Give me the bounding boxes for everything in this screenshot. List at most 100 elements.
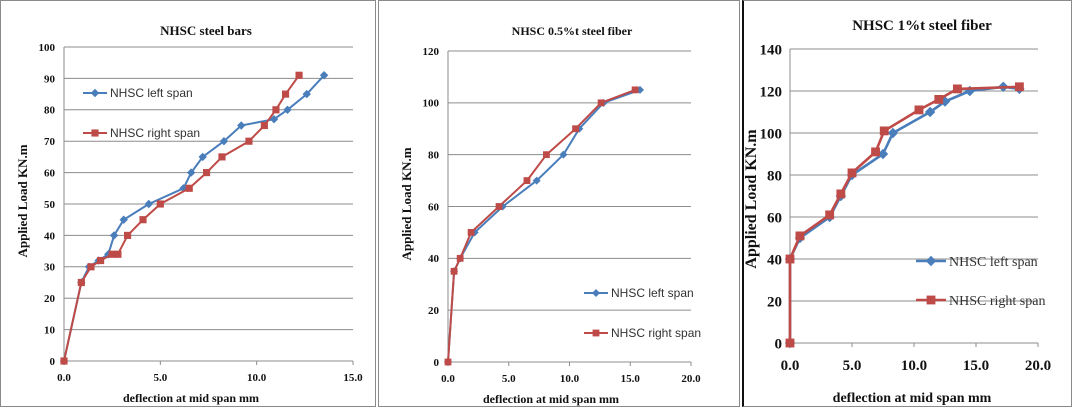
data-point-right-span [245,137,253,145]
data-point-left-span [532,176,541,185]
legend-label: NHSC left span [110,86,193,100]
y-tick-label: 60 [428,201,440,213]
y-tick-label: 20 [44,293,56,305]
data-point-right-span [952,84,962,94]
series-line-left-span [63,74,325,362]
data-point-right-span [203,169,211,177]
data-point-left-span [119,215,128,224]
y-tick-label: 50 [44,199,56,211]
y-axis-label: Applied Load KN.m [743,129,760,269]
legend-label: NHSC left span [949,255,1038,270]
y-tick-label: 0 [434,357,440,369]
data-point-right-span [295,71,303,79]
data-point-left-span [109,231,119,240]
legend-label: NHSC right span [949,294,1045,309]
data-point-right-span [543,151,550,159]
data-point-left-span [635,85,644,94]
y-tick-label: 120 [760,84,783,100]
data-point-left-span [198,152,207,162]
data-point-left-span [575,124,584,133]
data-point-right-span [523,177,531,184]
data-point-right-span [87,263,95,271]
chart-title: NHSC steel bars [160,23,252,38]
legend-marker-diamond [90,88,100,98]
data-point-right-span [281,90,290,98]
data-point-left-span [219,137,229,146]
data-point-left-span [559,150,568,159]
legend-marker-square [592,329,600,337]
data-point-left-span [319,71,329,80]
data-point-left-span [498,202,507,211]
y-axis-label: Applied Load KN.m [399,147,414,260]
data-point-right-span [139,216,147,224]
data-point-left-span [887,127,899,139]
y-tick-label: 0 [775,336,783,352]
data-point-left-span [877,148,889,160]
data-point-left-span [186,168,196,177]
data-point-right-span [871,147,880,157]
data-point-right-span [156,200,164,208]
data-point-right-span [114,250,122,258]
data-point-right-span [77,278,85,287]
data-point-left-span [283,105,292,114]
data-point-left-span [144,199,153,209]
y-tick-label: 100 [39,42,56,54]
data-point-left-span [302,89,311,99]
y-tick-label: 100 [760,126,783,142]
data-point-right-span [444,358,452,366]
y-tick-label: 80 [44,105,56,117]
chart-title: NHSC 0.5%t steel fiber [512,24,633,38]
legend-label: NHSC right span [611,326,701,340]
x-axis-label: deflection at mid span mm [833,391,992,406]
x-tick-label: 10.0 [247,372,267,384]
y-tick-label: 0 [50,356,56,368]
data-point-right-span [60,357,68,365]
data-point-left-span [924,106,936,118]
series-line-right-span [447,88,636,363]
x-tick-label: 15.0 [621,373,641,385]
y-tick-label: 60 [44,167,56,179]
data-point-right-span [260,121,268,130]
legend-marker-diamond [925,255,937,267]
data-point-right-span [1014,82,1024,92]
data-point-right-span [914,105,924,115]
chart-05-steel-fiber: 0 20 40 60 80 100 120 0.0 5.0 10.0 15.0 20.0 NHSC 0.… [399,24,701,406]
chart-panel-1-steel-fiber: 0 20 40 60 80 100 120 140 0.0 5.0 10.0 15.0 20.0 NHSC… [742,0,1072,407]
x-tick-label: 10.0 [560,373,580,385]
y-tick-label: 70 [44,136,56,148]
x-axis-label: deflection at mid span mm [123,391,259,405]
y-tick-label: 100 [423,98,440,110]
legend-marker-diamond [592,289,600,297]
data-point-right-span [785,338,795,348]
y-tick-label: 140 [760,42,783,58]
chart-panel-steel-bars: 0 10 20 30 40 50 60 70 80 90 100 0.0 5.0 10.0 15.0 NHSC… [0,0,376,407]
data-point-left-span [939,96,951,107]
y-tick-label: 40 [767,252,782,268]
series-line-right-span [63,74,300,362]
data-point-right-span [847,168,857,178]
legend-label: NHSC right span [110,126,200,140]
y-tick-label: 40 [44,230,56,242]
chart-steel-bars: 0 10 20 30 40 50 60 70 80 90 100 0.0 5.0 10.0 15.0 NHSC… [15,23,363,405]
x-tick-label: 5.0 [843,358,862,374]
data-point-right-span [495,203,503,210]
x-tick-label: 10.0 [901,358,927,374]
data-point-right-span [97,256,105,265]
data-point-right-span [272,106,280,114]
y-tick-label: 120 [423,46,440,58]
legend-label: NHSC left span [611,286,694,300]
x-tick-label: 0.0 [57,372,71,384]
legend-marker-square [926,295,936,305]
data-point-right-span [597,99,605,107]
data-point-right-span [124,231,132,239]
x-tick-label: 15.0 [343,372,363,384]
y-tick-label: 40 [428,253,440,265]
data-point-right-span [572,125,579,133]
x-tick-label: 5.0 [153,372,167,384]
data-point-right-span [185,184,193,192]
chart-panel-05-steel-fiber: 0 20 40 60 80 100 120 0.0 5.0 10.0 15.0 20.0 NHSC 0.… [378,0,740,407]
x-tick-label: 20.0 [681,373,701,385]
y-tick-label: 30 [44,262,56,274]
x-tick-label: 20.0 [1025,358,1051,374]
data-point-right-span [785,254,795,264]
